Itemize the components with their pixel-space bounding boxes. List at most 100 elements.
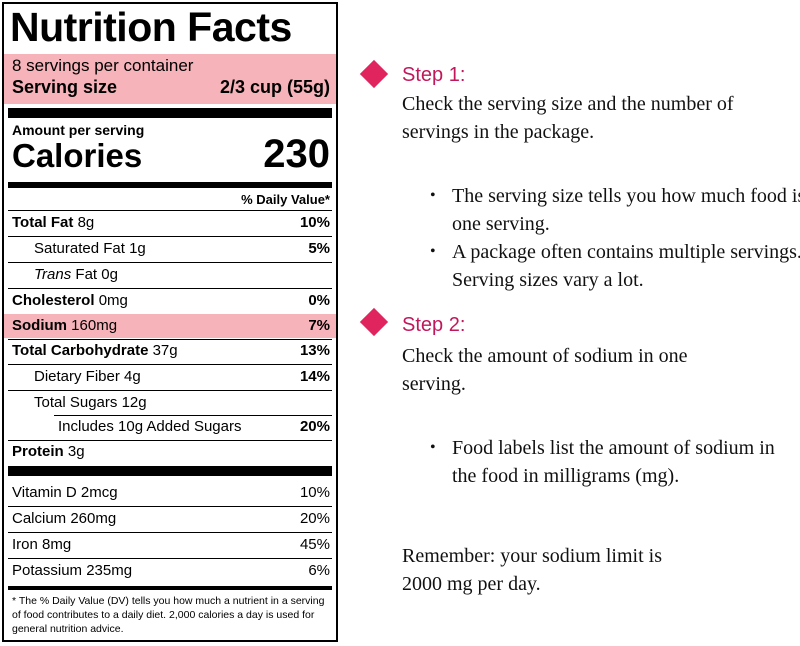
nutrient-amount: 3g [67, 443, 85, 460]
nutrient-row: Protein 3g [12, 443, 330, 460]
serving-size-value: 2/3 cup (55g) [219, 77, 330, 97]
vitamin-name: Potassium 235mg [12, 562, 133, 579]
nutrient-amount: 0mg [98, 292, 128, 309]
nutrient-dv: 20% [299, 418, 330, 435]
nutrient-row: Cholesterol 0mg 0% [12, 292, 330, 309]
serving-size-row: Serving size 2/3 cup (55g) [12, 77, 330, 98]
nutrition-facts-label: Nutrition Facts 8 servings per container… [2, 2, 338, 642]
rule [8, 236, 332, 237]
nutrient-name: Includes 10g Added Sugars [58, 418, 242, 435]
vitamin-row: Calcium 260mg 20% [12, 510, 330, 527]
step1-bullet: The serving size tells you how much food… [416, 182, 800, 238]
medium-rule [8, 182, 332, 188]
rule [8, 558, 332, 559]
nutrient-amount: 12g [121, 394, 147, 411]
rule [8, 339, 332, 340]
daily-value-header: % Daily Value* [241, 192, 330, 207]
nutrient-amount: 4g [124, 368, 141, 385]
nutrient-dv: 0% [308, 292, 330, 309]
servings-text: 8 servings per container [12, 56, 194, 75]
vitamin-name: Iron 8mg [12, 536, 72, 553]
footnote: * The % Daily Value (DV) tells you how m… [12, 595, 325, 635]
vitamin-name: Calcium 260mg [12, 510, 117, 527]
nutrient-name: Protein [12, 443, 64, 460]
nutrient-name: Dietary Fiber [34, 368, 120, 385]
nutrient-amount: Fat 0g [75, 266, 118, 283]
vitamin-row: Iron 8mg 45% [12, 536, 330, 553]
thick-rule [8, 466, 332, 476]
step1-text: Check the serving size and the number of… [402, 93, 734, 143]
amount-per-serving-row: Amount per serving [12, 122, 330, 138]
sodium-highlight [4, 314, 336, 338]
calories-label: Calories [12, 137, 143, 174]
nutrient-name: Sodium [12, 317, 67, 334]
nutrient-label: Total Carbohydrate 37g [12, 342, 178, 359]
nutrient-name: Cholesterol [12, 292, 95, 309]
daily-value-row: % Daily Value* [12, 192, 330, 207]
calories-row: Calories 230 [12, 132, 330, 178]
nutrient-label: Saturated Fat 1g [34, 240, 146, 257]
step1-diamond-icon [359, 59, 389, 89]
nutrient-row: Total Carbohydrate 37g 13% [12, 342, 330, 359]
nutrient-dv: 10% [299, 214, 330, 231]
nutrient-label: Total Sugars 12g [34, 394, 147, 411]
vitamin-dv: 20% [299, 510, 330, 527]
nutrient-amount: 8g [77, 214, 95, 231]
step2-title: Step 2: [402, 314, 466, 336]
nutrient-label: Cholesterol 0mg [12, 292, 128, 309]
medium-rule [8, 586, 332, 590]
nutrient-amount: 160mg [71, 317, 118, 334]
vitamin-dv: 45% [299, 536, 330, 553]
nutrient-dv: 14% [299, 368, 330, 385]
nutrient-name: Total Fat [12, 214, 74, 231]
rule [8, 288, 332, 289]
rule [8, 440, 332, 441]
step2-text: Check the amount of sodium in one servin… [402, 345, 688, 395]
vitamin-dv: 10% [299, 484, 330, 501]
nutrient-row: Saturated Fat 1g 5% [34, 240, 330, 257]
serving-highlight [4, 54, 336, 104]
nutrient-row: Trans Fat 0g [34, 266, 330, 283]
nutrient-row: Dietary Fiber 4g 14% [34, 368, 330, 385]
nutrient-dv: 7% [308, 317, 330, 334]
rule [8, 364, 332, 365]
step2-bullet: Food labels list the amount of sodium in… [416, 434, 792, 490]
nutrient-row: Total Sugars 12g [34, 394, 330, 411]
vitamin-name: Vitamin D 2mcg [12, 484, 118, 501]
calories-value: 230 [263, 132, 330, 176]
nutrient-name: Total Sugars [34, 394, 118, 411]
nutrient-label: Sodium 160mg [12, 317, 117, 334]
rule [8, 210, 332, 211]
rule [54, 415, 332, 416]
rule [8, 262, 332, 263]
nutrient-amount: 37g [152, 342, 178, 359]
vitamin-row: Vitamin D 2mcg 10% [12, 484, 330, 501]
nutrient-row-sodium: Sodium 160mg 7% [12, 317, 330, 334]
nutrient-dv: 5% [308, 240, 330, 257]
nutrient-dv: 13% [299, 342, 330, 359]
label-title: Nutrition Facts [10, 4, 292, 50]
rule [8, 532, 332, 533]
serving-size-label: Serving size [12, 77, 118, 97]
nutrient-label: Protein 3g [12, 443, 85, 460]
nutrient-label: Dietary Fiber 4g [34, 368, 141, 385]
vitamin-dv: 6% [308, 562, 330, 579]
amount-per-serving: Amount per serving [12, 122, 145, 138]
nutrient-name: Total Carbohydrate [12, 342, 149, 359]
servings-per-container: 8 servings per container [12, 56, 330, 76]
nutrient-amount: 1g [129, 240, 146, 257]
nutrient-name: Trans [34, 266, 72, 283]
step2-diamond-icon [359, 307, 389, 337]
thick-rule [8, 108, 332, 118]
rule [8, 390, 332, 391]
remember-text: Remember: your sodium limit is 2000 mg p… [402, 545, 662, 595]
nutrient-row: Total Fat 8g 10% [12, 214, 330, 231]
vitamin-row: Potassium 235mg 6% [12, 562, 330, 579]
nutrient-row: Includes 10g Added Sugars 20% [58, 418, 330, 435]
step1-title: Step 1: [402, 64, 466, 86]
rule [8, 506, 332, 507]
step1-bullet: A package often contains multiple servin… [416, 238, 800, 294]
steps-panel: Step 1: Check the serving size and the n… [352, 0, 800, 646]
nutrient-label: Total Fat 8g [12, 214, 94, 231]
nutrient-name: Saturated Fat [34, 240, 125, 257]
